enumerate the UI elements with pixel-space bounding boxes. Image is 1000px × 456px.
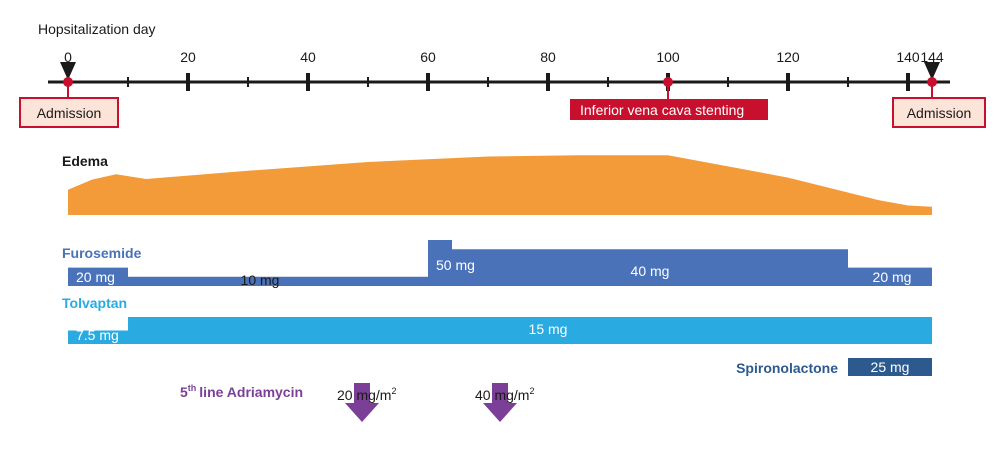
tolvaptan-dose-1: 15 mg — [529, 321, 568, 337]
adriamycin-label: 5th line Adriamycin — [180, 383, 303, 400]
spironolactone-bars: 25 mg — [848, 358, 932, 376]
adriamycin-line-number: 5 — [180, 384, 188, 400]
furosemide-area — [68, 240, 932, 286]
axis-label: Hopsitalization day — [38, 21, 156, 37]
furosemide-dose-labels: 20 mg 10 mg 50 mg 40 mg 20 mg — [76, 257, 911, 288]
adriamycin-dose-sup-0: 2 — [391, 386, 396, 396]
adriamycin-dose-sup-1: 2 — [529, 386, 534, 396]
adriamycin-arrow-0 — [345, 383, 379, 422]
ivc-stenting-label: Inferior vena cava stenting — [580, 102, 744, 118]
tick-label-40: 40 — [300, 49, 316, 65]
tolvaptan-label: Tolvaptan — [62, 295, 127, 311]
tick-label-144: 144 — [920, 49, 944, 65]
event-markers — [60, 62, 940, 99]
edema-area — [68, 155, 932, 215]
admission-start-label: Admission — [37, 105, 102, 121]
timeline-tick-labels: 0 20 40 60 80 100 120 140 144 — [64, 49, 944, 65]
adriamycin-dose-1: 40 mg/m — [475, 387, 529, 403]
adriamycin-doses: 20 mg/m2 40 mg/m2 — [337, 383, 534, 422]
event-dot-100 — [663, 77, 673, 87]
furosemide-dose-1: 10 mg — [241, 272, 280, 288]
adriamycin-arrow-1 — [483, 383, 517, 422]
tick-label-20: 20 — [180, 49, 196, 65]
furosemide-dose-3: 40 mg — [631, 263, 670, 279]
ivc-stenting-box: Inferior vena cava stenting — [570, 99, 768, 120]
adriamycin-line-sup: th — [188, 383, 197, 393]
admission-end-label: Admission — [907, 105, 972, 121]
spironolactone-label: Spironolactone — [736, 360, 838, 376]
admission-end-box: Admission — [892, 97, 986, 128]
adriamycin-dose-0: 20 mg/m — [337, 387, 391, 403]
spironolactone-dose-0: 25 mg — [871, 359, 910, 375]
admission-triangle-0 — [60, 62, 76, 80]
tolvaptan-area — [68, 317, 932, 344]
adriamycin-dose-label-0: 20 mg/m2 — [337, 386, 396, 403]
furosemide-dose-2: 50 mg — [436, 257, 475, 273]
admission-start-box: Admission — [19, 97, 119, 128]
tick-label-120: 120 — [776, 49, 800, 65]
edema-label: Edema — [62, 153, 108, 169]
tolvaptan-dose-0: 7.5 mg — [76, 327, 119, 343]
tick-label-60: 60 — [420, 49, 436, 65]
tolvaptan-dose-labels: 7.5 mg 15 mg — [76, 321, 567, 343]
furosemide-dose-0: 20 mg — [76, 269, 115, 285]
event-dot-0 — [63, 77, 73, 87]
timeline-group: Hopsitalization day 0 20 40 60 80 100 120 140 14… — [38, 21, 950, 99]
adriamycin-dose-label-1: 40 mg/m2 — [475, 386, 534, 403]
adriamycin-line-text: line Adriamycin — [199, 384, 303, 400]
tick-label-0: 0 — [64, 49, 72, 65]
tick-label-140: 140 — [896, 49, 920, 65]
furosemide-dose-4: 20 mg — [873, 269, 912, 285]
event-dot-144 — [927, 77, 937, 87]
spironolactone-bar-0 — [848, 358, 932, 376]
tick-label-100: 100 — [656, 49, 680, 65]
tick-label-80: 80 — [540, 49, 556, 65]
admission-triangle-144 — [924, 62, 940, 80]
furosemide-label: Furosemide — [62, 245, 142, 261]
